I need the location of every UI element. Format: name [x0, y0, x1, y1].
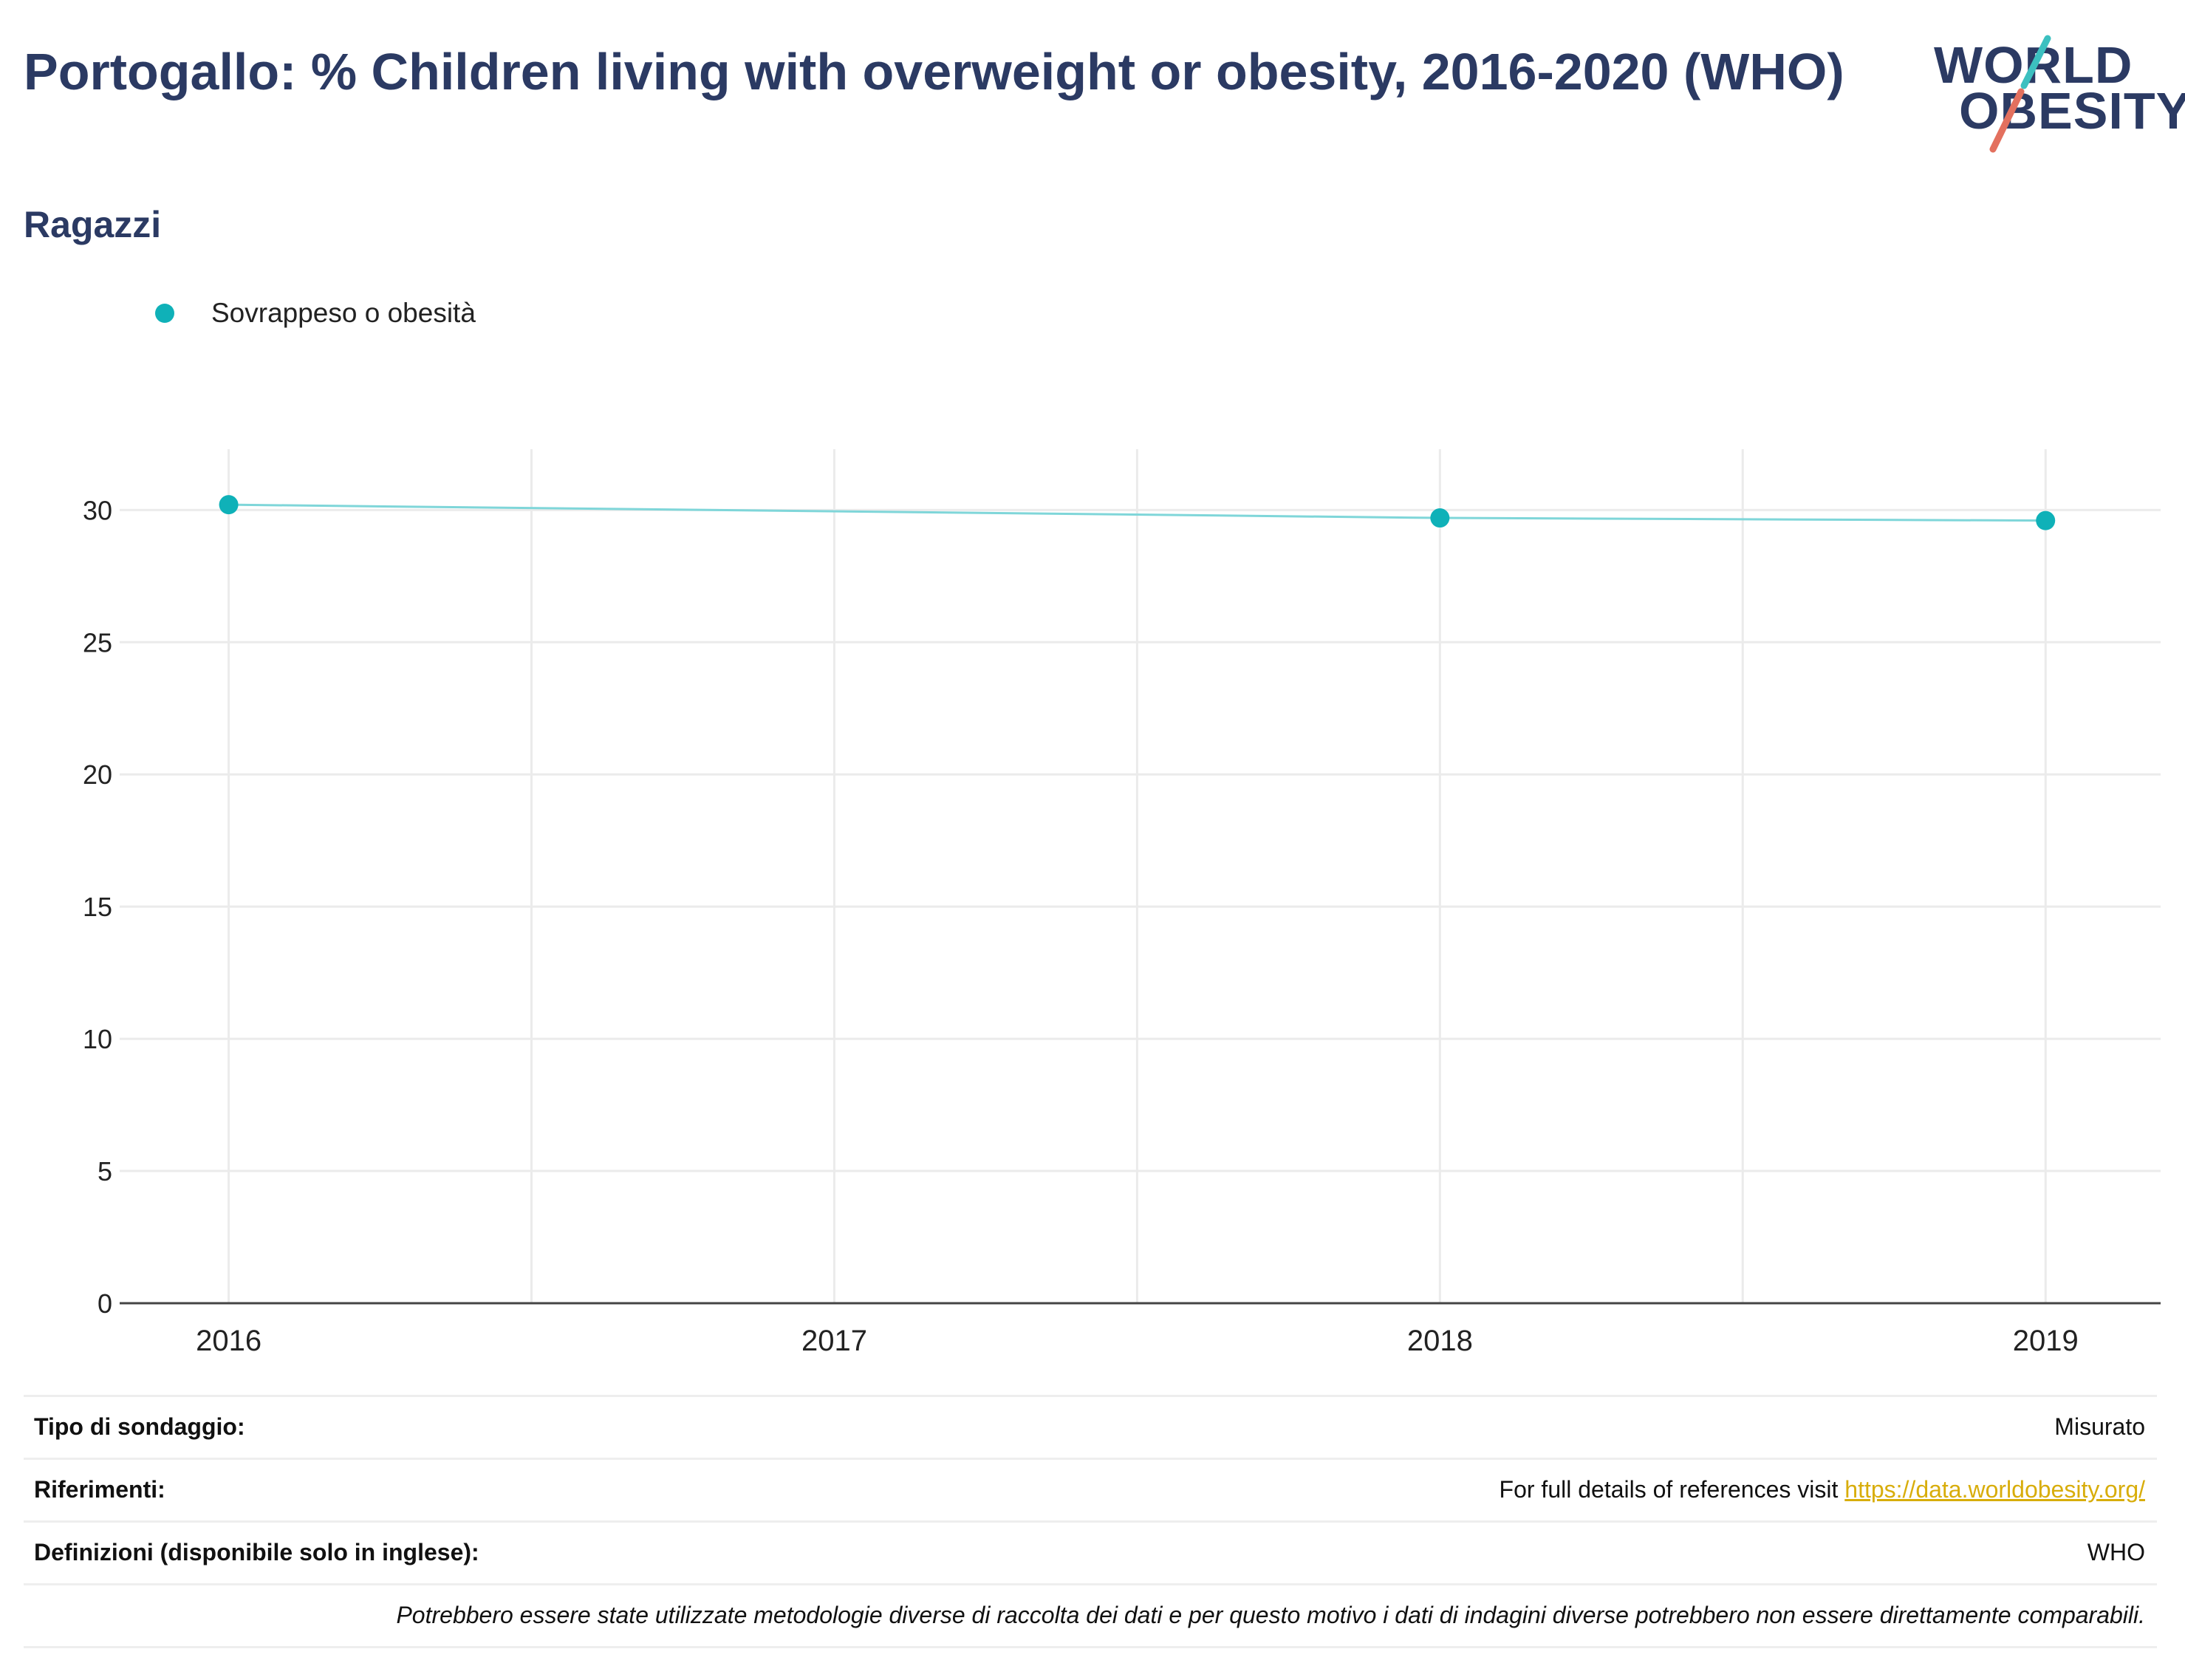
y-tick-label: 25 [83, 627, 112, 658]
info-row-survey: Tipo di sondaggio: Misurato [24, 1395, 2157, 1458]
data-point [219, 495, 239, 515]
y-tick-label: 0 [98, 1288, 112, 1319]
legend-marker [155, 304, 174, 323]
x-tick-label: 2016 [196, 1325, 261, 1357]
y-tick-label: 20 [83, 759, 112, 790]
logo-line-2: OBESITY [1959, 82, 2185, 140]
info-table: Tipo di sondaggio: Misurato Riferimenti:… [24, 1395, 2157, 1648]
x-tick-label: 2018 [1407, 1325, 1473, 1357]
references-text: For full details of references visit [1499, 1476, 1845, 1503]
info-row-note: Potrebbero essere state utilizzate metod… [24, 1583, 2157, 1648]
chart-title: Portogallo: % Children living with overw… [24, 43, 1844, 100]
y-tick-label: 5 [98, 1156, 112, 1186]
y-tick-label: 10 [83, 1024, 112, 1054]
chart-legend: Sovrappeso o obesità [155, 298, 476, 329]
line-chart: 0 5 10 15 20 25 30 2016 2017 2018 2019 [83, 449, 2161, 1357]
y-tick-label: 30 [83, 495, 112, 525]
logo-slash-icon [1989, 35, 2051, 153]
definitions-label: Definizioni (disponibile solo in inglese… [34, 1539, 479, 1565]
references-label: Riferimenti: [34, 1476, 165, 1503]
info-row-references: Riferimenti: For full details of referen… [24, 1458, 2157, 1520]
survey-label: Tipo di sondaggio: [34, 1413, 245, 1440]
y-tick-label: 15 [83, 892, 112, 922]
definitions-value: WHO [2087, 1539, 2145, 1565]
survey-value: Misurato [2054, 1413, 2145, 1440]
data-point [2036, 511, 2056, 530]
world-obesity-logo: WORLD OBESITY [1921, 15, 2185, 155]
references-link[interactable]: https://data.worldobesity.org/ [1844, 1476, 2145, 1503]
chart-subtitle: Ragazzi [24, 204, 162, 245]
references-value: For full details of references visit htt… [1500, 1476, 2145, 1503]
data-point [1430, 508, 1450, 528]
info-row-definitions: Definizioni (disponibile solo in inglese… [24, 1520, 2157, 1583]
legend-label: Sovrappeso o obesità [211, 298, 476, 328]
methodology-note: Potrebbero essere state utilizzate metod… [396, 1602, 2145, 1628]
x-tick-label: 2019 [2013, 1325, 2079, 1357]
x-tick-label: 2017 [801, 1325, 867, 1357]
